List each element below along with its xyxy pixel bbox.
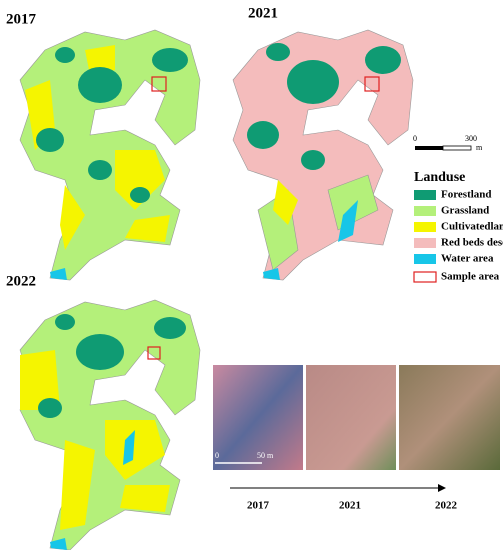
legend-swatch: [414, 190, 436, 200]
scale-bar: 0 300 m: [413, 134, 483, 152]
timeline: 2017 2021 2022: [247, 500, 458, 512]
legend-label: Cultivatedland: [441, 221, 503, 233]
timeline-year: 2021: [339, 500, 361, 512]
photo-scale-label: 50 m: [257, 451, 274, 460]
legend-swatch: [413, 271, 437, 283]
legend-label: Water area: [441, 253, 494, 265]
scale-label: 300: [465, 134, 477, 143]
photo: [399, 365, 500, 470]
legend: Landuse Forestland Grassland Cultivatedlan…: [413, 170, 503, 283]
timeline-year: 2022: [435, 500, 458, 512]
photo: [306, 365, 396, 470]
legend-label: Forestland: [441, 189, 492, 201]
legend-swatch: [414, 238, 436, 248]
photo-scale-label: 0: [215, 451, 219, 460]
scale-label: 0: [413, 134, 417, 143]
map-year: 2022: [6, 273, 36, 289]
legend-label: Grassland: [441, 205, 489, 217]
legend-swatch: [414, 206, 436, 216]
scale-unit: m: [476, 143, 483, 152]
photo: [213, 365, 303, 470]
legend-swatch: [414, 254, 436, 264]
legend-title: Landuse: [414, 170, 465, 185]
legend-swatch: [414, 222, 436, 232]
sample-photos: 0 50 m: [213, 365, 500, 492]
map-2021: [232, 29, 414, 281]
legend-label: Sample area: [441, 271, 500, 283]
map-year: 2021: [248, 5, 278, 21]
map-2017: [19, 29, 201, 281]
map-2022: [19, 299, 201, 550]
map-year: 2017: [6, 11, 37, 27]
legend-label: Red beds desert: [441, 237, 503, 249]
timeline-year: 2017: [247, 500, 270, 512]
